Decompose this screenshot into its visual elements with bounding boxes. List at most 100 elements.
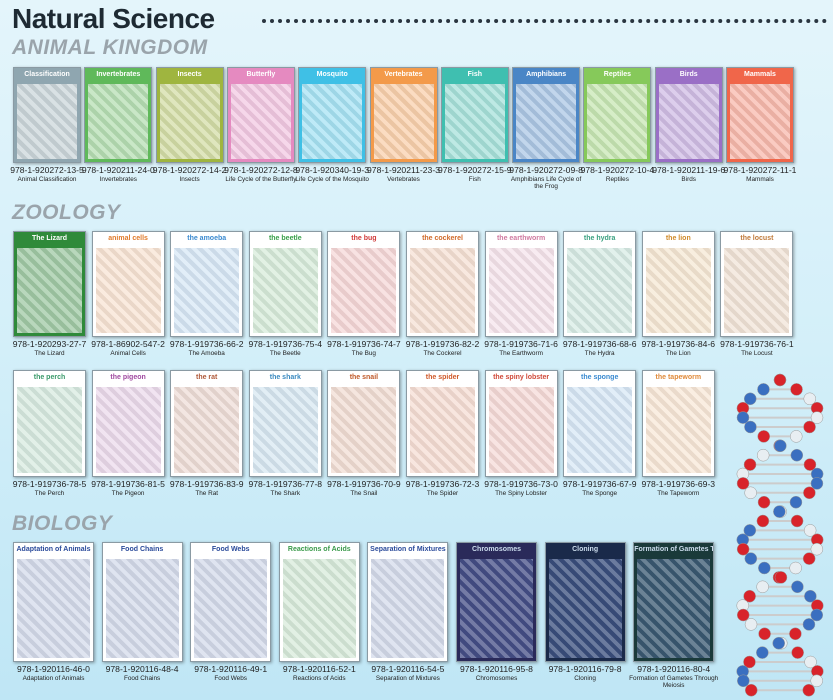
isbn-number: 978-1-920116-80-4: [637, 664, 711, 674]
poster-name: The Lizard: [34, 349, 65, 357]
poster-illustration: [548, 559, 622, 658]
poster-card[interactable]: the bug: [327, 231, 401, 337]
poster-caption: 978-1-920272-13-5 Animal Classification: [7, 165, 87, 183]
poster-illustration: [174, 248, 240, 333]
poster-card[interactable]: the sponge: [563, 370, 637, 477]
poster-name: The Rat: [195, 489, 219, 497]
poster-caption: 978-1-920340-19-3 Life Cycle of the Mosqu…: [292, 165, 372, 183]
poster-caption: 978-1-919736-78-5 The Perch: [7, 479, 92, 497]
poster-card[interactable]: Cloning: [544, 542, 626, 662]
poster-card[interactable]: The Lizard: [13, 231, 86, 337]
poster-name: Mammals: [746, 175, 774, 183]
poster-caption: 978-1-920272-15-9 Fish: [435, 165, 515, 183]
isbn-number: 978-1-920211-19-6: [652, 165, 726, 175]
poster-card[interactable]: Insects: [155, 67, 224, 163]
isbn-number: 978-1-919736-78-5: [12, 479, 87, 489]
poster-name: The Tapeworm: [657, 489, 700, 497]
poster-caption: 978-1-919736-83-9 The Rat: [164, 479, 249, 497]
poster-card[interactable]: the tapeworm: [641, 370, 715, 477]
poster-card[interactable]: Fish: [440, 67, 509, 163]
page-title: Natural Science: [12, 3, 215, 34]
isbn-number: 978-1-920272-10-4: [580, 165, 655, 175]
poster-title: the earthworm: [496, 235, 546, 242]
poster-caption: 978-1-920116-48-4 Food Chains: [96, 664, 189, 682]
poster-card[interactable]: Invertebrates: [84, 67, 153, 163]
poster-illustration: [194, 559, 268, 658]
poster-card[interactable]: the snail: [327, 370, 401, 477]
poster-card[interactable]: the amoeba: [170, 231, 244, 337]
poster-title: the tapeworm: [655, 374, 702, 381]
isbn-number: 978-1-86902-547-2: [91, 339, 165, 349]
isbn-number: 978-1-919736-73-0: [484, 479, 558, 489]
poster-title: Mosquito: [316, 71, 348, 78]
poster-caption: 978-1-920272-12-8 Life Cycle of the Butte…: [221, 165, 301, 183]
poster-card[interactable]: animal cells: [91, 231, 165, 337]
poster-card[interactable]: Reptiles: [583, 67, 652, 163]
poster-title: Butterfly: [246, 71, 276, 78]
section-heading-animal-kingdom: ANIMAL KINGDOM: [12, 36, 208, 59]
poster-card[interactable]: Formation of Gametes Through Meiosis: [633, 542, 715, 662]
poster-card[interactable]: the spiny lobster: [484, 370, 558, 477]
poster-card[interactable]: Separation of Mixtures: [367, 542, 449, 662]
poster-card[interactable]: Chromosomes: [456, 542, 537, 662]
poster-card[interactable]: Adaptation of Animals: [13, 542, 94, 662]
poster-caption: 978-1-919736-73-0 The Spiny Lobster: [479, 479, 564, 497]
poster-card[interactable]: the rat: [170, 370, 244, 477]
poster-illustration: [373, 84, 434, 159]
poster-card[interactable]: the perch: [13, 370, 86, 477]
dna-model-image: [736, 373, 824, 697]
poster-card[interactable]: the shark: [248, 370, 322, 477]
isbn-number: 978-1-920116-95-8: [460, 664, 533, 674]
poster-illustration: [331, 248, 397, 333]
poster-title: Adaptation of Animals: [16, 546, 91, 553]
poster-card[interactable]: Mammals: [726, 67, 794, 163]
poster-card[interactable]: Vertebrates: [369, 67, 438, 163]
isbn-number: 978-1-920340-19-3: [295, 165, 369, 175]
poster-illustration: [282, 559, 356, 658]
poster-name: Invertebrates: [99, 175, 137, 183]
isbn-number: 978-1-919736-76-1: [720, 339, 794, 349]
poster-caption: 978-1-919736-76-1 The Locust: [714, 339, 799, 357]
poster-illustration: [567, 387, 633, 473]
poster-card[interactable]: Classification: [13, 67, 81, 163]
isbn-number: 978-1-920116-48-4: [105, 664, 179, 674]
poster-title: Birds: [679, 71, 698, 78]
poster-card[interactable]: Reactions of Acids: [278, 542, 360, 662]
poster-card[interactable]: the earthworm: [484, 231, 558, 337]
poster-title: Insects: [177, 71, 202, 78]
poster-illustration: [587, 84, 648, 159]
poster-card[interactable]: Butterfly: [226, 67, 295, 163]
poster-illustration: [567, 248, 633, 333]
poster-illustration: [159, 84, 220, 159]
poster-name: The Earthworm: [499, 349, 543, 357]
poster-card[interactable]: the cockerel: [406, 231, 479, 337]
poster-card[interactable]: Food Chains: [101, 542, 183, 662]
poster-card[interactable]: the lion: [641, 231, 715, 337]
poster-card[interactable]: the hydra: [563, 231, 637, 337]
poster-title: the cockerel: [422, 235, 463, 242]
poster-title: the lion: [665, 235, 691, 242]
poster-illustration: [331, 387, 397, 473]
poster-card[interactable]: Food Webs: [190, 542, 272, 662]
poster-card[interactable]: Amphibians: [512, 67, 581, 163]
poster-card[interactable]: the beetle: [248, 231, 322, 337]
poster-card[interactable]: the spider: [406, 370, 479, 477]
isbn-number: 978-1-919736-71-6: [484, 339, 558, 349]
poster-name: The Locust: [741, 349, 773, 357]
poster-caption: 978-1-920116-54-5 Separation of Mixtures: [361, 664, 454, 682]
poster-card[interactable]: Mosquito: [298, 67, 367, 163]
isbn-number: 978-1-920116-54-5: [371, 664, 445, 674]
poster-name: The Lion: [665, 349, 691, 357]
poster-name: Birds: [681, 175, 696, 183]
isbn-number: 978-1-920211-24-0: [81, 165, 155, 175]
poster-illustration: [658, 84, 719, 159]
poster-caption: 978-1-919736-66-2 The Amoeba: [164, 339, 249, 357]
poster-name: Amphibians Life Cycle of the Frog: [510, 175, 582, 191]
poster-card[interactable]: the locust: [720, 231, 794, 337]
poster-title: Invertebrates: [96, 71, 141, 78]
poster-caption: 978-1-919736-82-2 The Cockerel: [400, 339, 485, 357]
poster-card[interactable]: Birds: [654, 67, 723, 163]
poster-caption: 978-1-920116-80-4 Formation of Gametes Th…: [627, 664, 720, 690]
poster-title: Formation of Gametes Through Meiosis: [634, 546, 713, 553]
poster-card[interactable]: the pigeon: [91, 370, 165, 477]
